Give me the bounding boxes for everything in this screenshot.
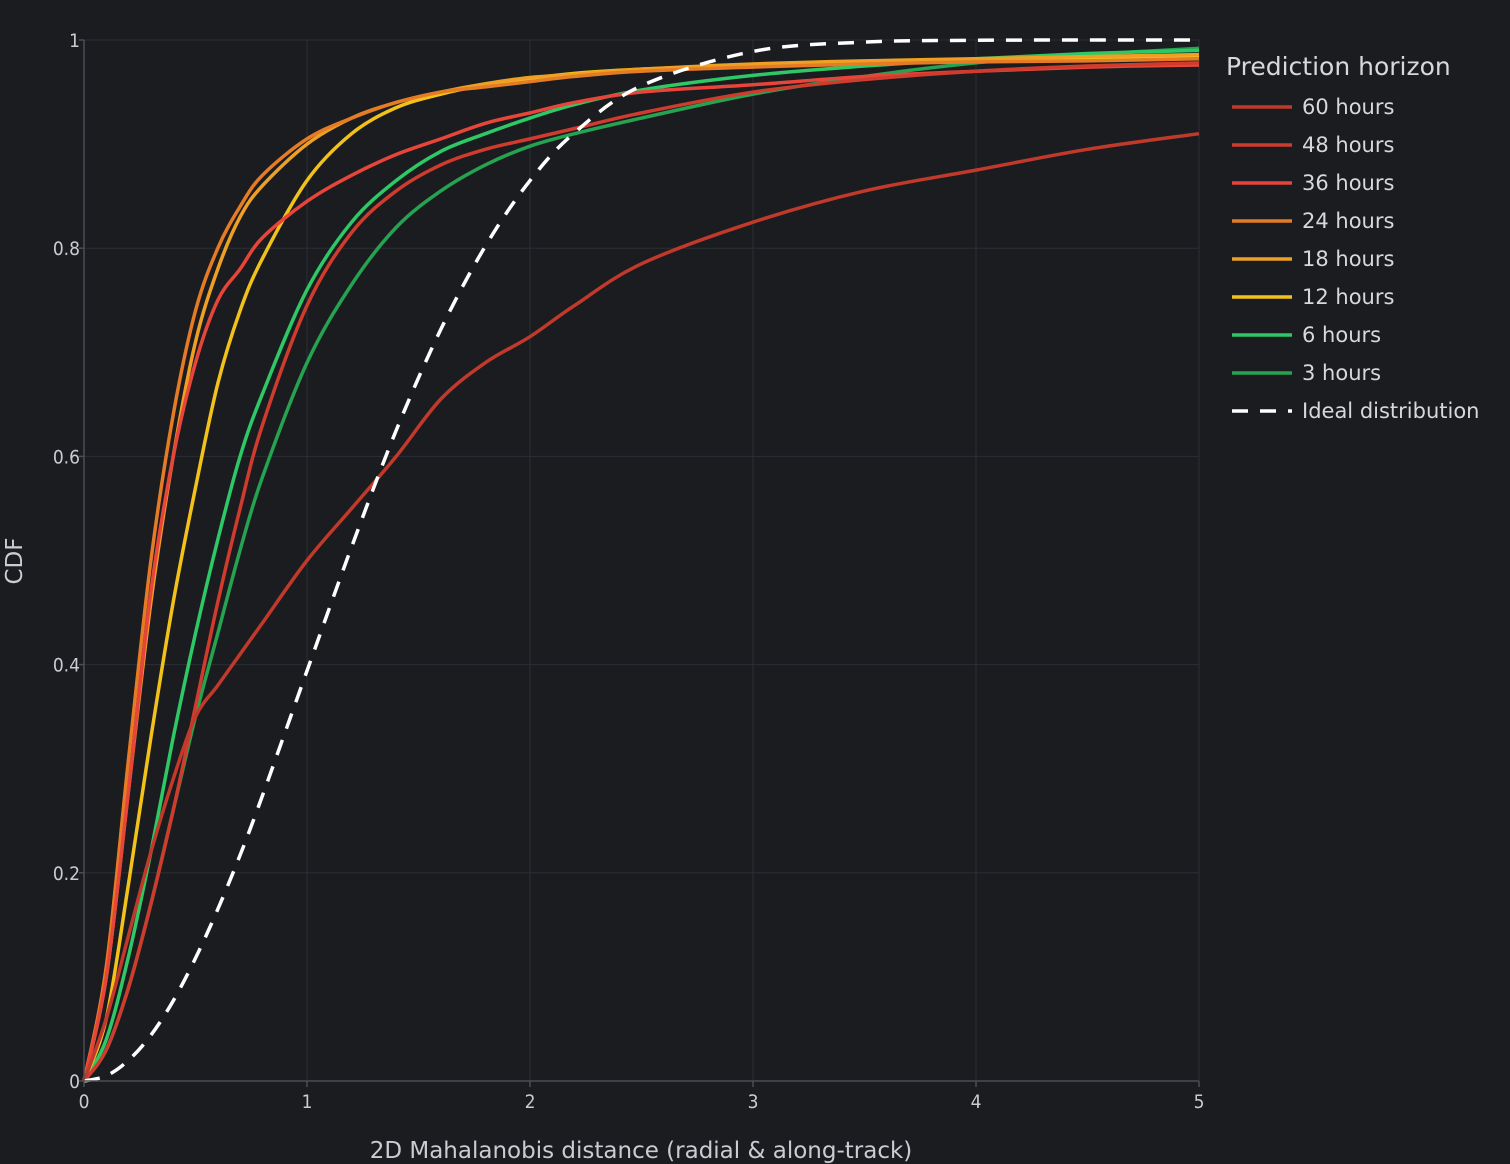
x-tick-label: 0 <box>79 1091 90 1113</box>
x-tick-label: 3 <box>748 1091 759 1113</box>
legend-label-60-hours: 60 hours <box>1302 95 1394 119</box>
x-tick-label: 1 <box>302 1091 313 1113</box>
legend-label-24-hours: 24 hours <box>1302 209 1394 233</box>
legend-label-12-hours: 12 hours <box>1302 285 1394 309</box>
x-tick-label: 2 <box>525 1091 536 1113</box>
x-tick-label: 5 <box>1194 1091 1205 1113</box>
series-line-36-hours <box>82 63 1200 1082</box>
legend-label-6-hours: 6 hours <box>1302 323 1381 347</box>
legend-title: Prediction horizon <box>1226 52 1451 81</box>
y-tick-label: 1 <box>69 30 80 52</box>
y-tick-label: 0.2 <box>53 863 80 885</box>
series-line-ideal-distribution <box>83 38 1200 1083</box>
x-tick-label: 4 <box>971 1091 982 1113</box>
x-axis-title: 2D Mahalanobis distance (radial & along-… <box>370 1138 913 1164</box>
y-tick-label: 0 <box>69 1071 80 1093</box>
legend-label-3-hours: 3 hours <box>1302 361 1381 385</box>
y-tick-label: 0.4 <box>53 655 80 677</box>
y-tick-label: 0.6 <box>53 446 80 468</box>
legend-label-18-hours: 18 hours <box>1302 247 1394 271</box>
series-layer <box>82 38 1200 1083</box>
y-tick-label: 0.8 <box>53 238 80 260</box>
series-line-6-hours <box>82 48 1200 1082</box>
legend-label-36-hours: 36 hours <box>1302 171 1394 195</box>
y-axis-title: CDF <box>2 538 28 585</box>
legend: Prediction horizon 60 hours 48 hours 36 ho… <box>1226 52 1480 423</box>
axis-layer: 0 1 2 3 4 5 0 0.2 0.4 0.6 0.8 1 <box>53 30 1205 1113</box>
series-line-24-hours <box>82 56 1200 1082</box>
series-line-60-hours <box>82 131 1200 1082</box>
series-line-48-hours <box>82 61 1200 1083</box>
legend-label-ideal-distribution: Ideal distribution <box>1302 399 1480 423</box>
legend-label-48-hours: 48 hours <box>1302 133 1394 157</box>
